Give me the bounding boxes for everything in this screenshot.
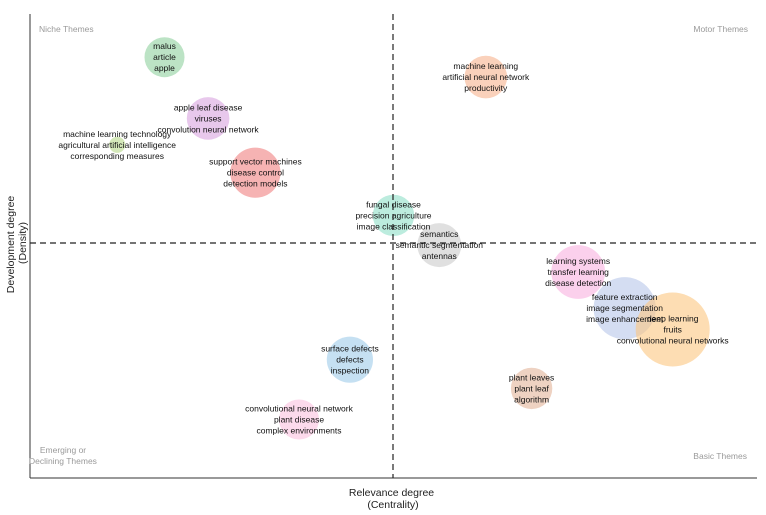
cluster-label-6-term-1: semantic segmentation — [396, 240, 484, 250]
cluster-label-1-term-1: viruses — [195, 113, 222, 123]
cluster-label-5-term-1: precision agriculture — [355, 210, 431, 220]
cluster-label-2-term-2: corresponding measures — [70, 151, 164, 161]
cluster-bubble-1 — [186, 97, 230, 140]
cluster-bubble-0 — [144, 37, 185, 78]
cluster-label-12-term-0: convolutional neural network — [245, 404, 353, 414]
cluster-label-1-term-2: convolution neural network — [158, 124, 260, 134]
cluster-bubble-6 — [417, 223, 462, 268]
cluster-bubble-11 — [510, 367, 553, 410]
cluster-label-8-term-0: feature extraction — [592, 292, 658, 302]
cluster-label-9-term-0: deep learning — [647, 314, 699, 324]
cluster-bubble-3 — [230, 147, 281, 198]
quadrant-label-top-left-line-0: Niche Themes — [39, 24, 94, 34]
quadrant-label-top-right-line-0: Motor Themes — [693, 24, 748, 34]
cluster-label-6-term-0: semantics — [420, 229, 458, 239]
cluster-bubble-7 — [551, 245, 606, 299]
cluster-bubble-12 — [279, 399, 319, 440]
cluster-label-2-term-1: agricultural artificial intelligence — [58, 140, 176, 150]
cluster-label-10-term-0: surface defects — [321, 344, 379, 354]
cluster-label-4-term-0: machine learning — [453, 61, 518, 71]
cluster-label-7-term-1: transfer learning — [547, 267, 609, 277]
cluster-label-11-term-1: plant leaf — [514, 383, 549, 393]
cluster-label-12-term-1: plant disease — [274, 415, 324, 425]
cluster-label-5-term-2: image classification — [357, 221, 431, 231]
y-axis-title-line-1: Development degree — [5, 196, 17, 294]
cluster-label-4-term-2: productivity — [464, 83, 508, 93]
cluster-label-9-term-1: fruits — [663, 325, 681, 335]
cluster-label-0-term-2: apple — [154, 63, 175, 73]
cluster-label-3-term-2: detection models — [223, 179, 287, 189]
cluster-label-11-term-0: plant leaves — [509, 372, 554, 382]
cluster-label-0-term-1: article — [153, 52, 176, 62]
cluster-label-3-term-0: support vector machines — [209, 157, 302, 167]
cluster-label-2-term-0: machine learning technology — [63, 129, 172, 139]
x-axis-title-line-2: (Centrality) — [367, 499, 418, 511]
cluster-label-11-term-2: algorithm — [514, 394, 549, 404]
y-axis-title: Development degree (Density) — [5, 193, 29, 293]
cluster-label-7-term-0: learning systems — [546, 256, 610, 266]
cluster-label-5-term-0: fungal disease — [366, 199, 421, 209]
cluster-label-8-term-2: image enhancement — [586, 314, 664, 324]
quadrant-labels-layer: Niche Themes Motor Themes Emerging orDecli… — [29, 24, 748, 466]
cluster-label-7-term-2: disease detection — [545, 278, 611, 288]
cluster-label-8-term-1: image segmentation — [586, 303, 663, 313]
cluster-label-3-term-1: disease control — [227, 168, 284, 178]
cluster-label-6-term-2: antennas — [422, 251, 457, 261]
x-axis-title: Relevance degree (Centrality) — [349, 487, 437, 511]
cluster-bubble-4 — [464, 55, 508, 99]
cluster-label-1-term-0: apple leaf disease — [174, 102, 243, 112]
cluster-label-9-term-2: convolutional neural networks — [617, 336, 729, 346]
x-axis-title-line-1: Relevance degree — [349, 487, 434, 499]
y-axis-title-line-2: (Density) — [17, 222, 29, 264]
cluster-bubble-2 — [109, 136, 126, 153]
cluster-label-4-term-1: artificial neural network — [442, 72, 530, 82]
cluster-label-10-term-1: defects — [336, 355, 363, 365]
cluster-label-0-term-0: malus — [153, 41, 176, 51]
bubbles-layer — [109, 37, 710, 440]
cluster-label-12-term-2: complex environments — [256, 426, 341, 436]
quadrant-label-bottom-left-line-0: Emerging or — [40, 445, 86, 455]
cluster-bubble-9 — [635, 292, 710, 367]
quadrant-label-bottom-left-line-1: Declining Themes — [29, 456, 97, 466]
cluster-bubble-10 — [326, 336, 373, 383]
quadrant-label-bottom-right-line-0: Basic Themes — [693, 451, 747, 461]
cluster-label-10-term-2: inspection — [331, 366, 370, 376]
